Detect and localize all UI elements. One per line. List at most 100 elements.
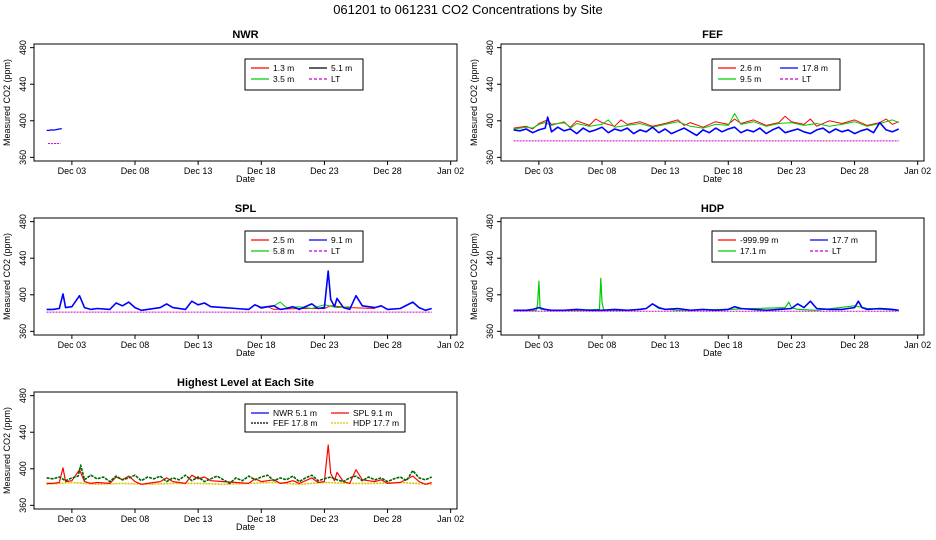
y-tick-label: 480 (18, 40, 28, 55)
x-tick-label: Dec 13 (184, 514, 213, 524)
y-tick-label: 440 (18, 425, 28, 440)
x-tick-label: Dec 08 (121, 166, 150, 176)
x-tick-label: Dec 08 (121, 514, 150, 524)
y-tick-label: 360 (18, 498, 28, 513)
y-tick-label: 440 (485, 251, 495, 266)
x-tick-label: Jan 02 (437, 340, 464, 350)
plot-frame (33, 217, 458, 336)
x-tick-label: Dec 23 (310, 514, 339, 524)
legend-label: 2.5 m (273, 235, 294, 245)
legend-label: LT (802, 74, 811, 84)
y-tick-label: 480 (485, 40, 495, 55)
y-axis-label: Measured CO2 (ppm) (2, 59, 12, 146)
figure-title: 061201 to 061231 CO2 Concentrations by S… (333, 2, 603, 17)
x-axis-label: Date (236, 174, 255, 184)
x-axis-label: Date (703, 174, 722, 184)
legend-box (244, 58, 364, 91)
legend-label: 2.6 m (740, 63, 761, 73)
legend-box (244, 230, 364, 263)
x-tick-label: Dec 03 (525, 340, 554, 350)
legend-box (711, 58, 841, 91)
y-tick-label: 400 (18, 113, 28, 128)
x-tick-label: Jan 02 (437, 514, 464, 524)
y-tick-label: 400 (18, 461, 28, 476)
x-tick-label: Dec 13 (651, 340, 680, 350)
legend-label: 9.1 m (331, 235, 352, 245)
x-axis-label: Date (236, 522, 255, 532)
series-line-5-1-m (46, 128, 62, 131)
y-tick-label: 400 (18, 287, 28, 302)
x-tick-label: Dec 23 (777, 166, 806, 176)
legend-label: 17.1 m (740, 246, 766, 256)
y-axis-label: Measured CO2 (ppm) (2, 233, 12, 320)
legend: -999.99 m 17.7 m 17.1 m LT (711, 230, 877, 263)
x-tick-label: Dec 18 (714, 166, 743, 176)
panel-title: HDP (701, 203, 724, 215)
legend: 2.5 m 9.1 m 5.8 m LT (244, 230, 364, 263)
x-tick-label: Dec 28 (840, 166, 869, 176)
x-tick-label: Dec 13 (651, 166, 680, 176)
x-tick-label: Dec 18 (714, 340, 743, 350)
series-line-17-7-m (513, 300, 899, 312)
legend-label: 17.7 m (832, 235, 858, 245)
series-line-9-1-m (46, 270, 432, 312)
x-tick-label: Dec 28 (373, 166, 402, 176)
x-tick-label: Dec 23 (310, 340, 339, 350)
legend-label: FEF 17.8 m (273, 418, 317, 428)
panel-title: NWR (232, 29, 258, 41)
x-tick-label: Jan 02 (904, 166, 931, 176)
plot-frame (500, 217, 925, 336)
y-tick-label: 440 (18, 251, 28, 266)
legend-box (711, 230, 877, 263)
series-line-5-8-m (261, 301, 350, 309)
legend-label: HDP 17.7 m (353, 418, 399, 428)
x-tick-label: Dec 08 (588, 340, 617, 350)
y-tick-label: 400 (485, 287, 495, 302)
x-tick-label: Dec 18 (247, 166, 276, 176)
legend-label: LT (331, 246, 340, 256)
plot-frame (500, 43, 925, 162)
y-tick-label: 440 (18, 77, 28, 92)
y-tick-label: 360 (18, 150, 28, 165)
x-tick-label: Dec 03 (58, 166, 87, 176)
panel-nwr: NWR Dec 03 Dec 08 Dec 13 Dec 18 Dec 23 Dec 28 J… (2, 29, 464, 184)
legend-label: 5.8 m (273, 246, 294, 256)
legend-label: LT (832, 246, 841, 256)
plot-frame (33, 43, 458, 162)
panel-title: FEF (702, 29, 723, 41)
panel-title: SPL (235, 203, 257, 215)
x-tick-label: Dec 18 (247, 340, 276, 350)
legend-label: SPL 9.1 m (353, 408, 392, 418)
y-tick-label: 360 (485, 324, 495, 339)
x-tick-label: Dec 18 (247, 514, 276, 524)
series-line-17-1-m (513, 277, 899, 311)
legend-label: 9.5 m (740, 74, 761, 84)
x-tick-label: Jan 02 (437, 166, 464, 176)
legend-label: -999.99 m (740, 235, 778, 245)
x-tick-label: Jan 02 (904, 340, 931, 350)
panel-fef: FEF Dec 03 Dec 08 Dec 13 Dec 18 Dec 23 Dec 28 J… (469, 29, 931, 184)
plot-frame (33, 391, 458, 510)
x-tick-label: Dec 13 (184, 166, 213, 176)
x-tick-label: Dec 13 (184, 340, 213, 350)
y-tick-label: 360 (485, 150, 495, 165)
x-tick-label: Dec 08 (588, 166, 617, 176)
x-tick-label: Dec 03 (58, 340, 87, 350)
y-tick-label: 400 (485, 113, 495, 128)
x-tick-label: Dec 08 (121, 340, 150, 350)
x-tick-label: Dec 03 (58, 514, 87, 524)
legend-label: 5.1 m (331, 63, 352, 73)
series-line-fef-17-8-m (46, 464, 433, 485)
y-tick-label: 440 (485, 77, 495, 92)
x-axis-label: Date (703, 348, 722, 358)
series-line-9-5-m (513, 113, 899, 130)
legend-label: 17.8 m (802, 63, 828, 73)
legend-label: LT (331, 74, 340, 84)
x-tick-label: Dec 28 (840, 340, 869, 350)
legend-label: NWR 5.1 m (273, 408, 317, 418)
panel-hdp: HDP Dec 03 Dec 08 Dec 13 Dec 18 Dec 23 Dec 28 J… (469, 203, 931, 358)
x-tick-label: Dec 28 (373, 514, 402, 524)
panel-spl: SPL Dec 03 Dec 08 Dec 13 Dec 18 Dec 23 Dec 28 J… (2, 203, 464, 358)
panel-title: Highest Level at Each Site (177, 377, 314, 389)
